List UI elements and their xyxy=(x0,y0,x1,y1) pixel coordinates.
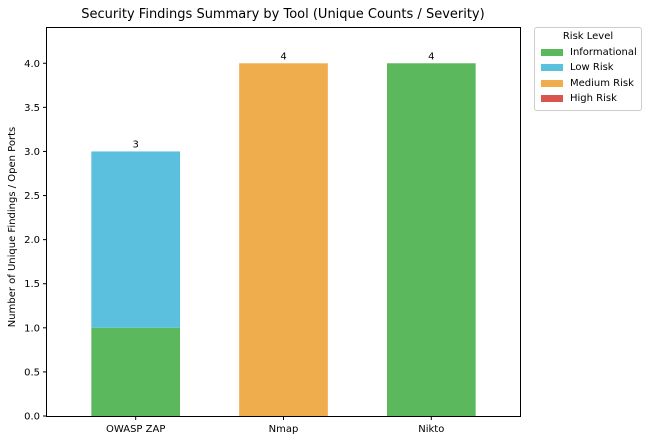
chart-title: Security Findings Summary by Tool (Uniqu… xyxy=(81,7,484,22)
y-tick-label: 1.5 xyxy=(24,279,40,290)
y-tick-label: 4.0 xyxy=(24,59,40,70)
legend-item: Medium Risk xyxy=(541,77,634,89)
bar-nmap-series-2 xyxy=(239,63,328,417)
legend-swatch xyxy=(541,79,563,87)
x-tick-label: Nikto xyxy=(418,424,444,435)
x-tick-label: Nmap xyxy=(269,424,299,435)
legend-swatch xyxy=(541,95,563,102)
total-labels: 3 4 4 xyxy=(133,51,435,150)
legend-label: Low Risk xyxy=(570,62,614,73)
legend-title: Risk Level xyxy=(562,31,614,42)
y-axis-label: Number of Unique Findings / Open Ports xyxy=(7,127,18,327)
y-tick-label: 2.5 xyxy=(24,191,40,202)
y-tick-label: 1.0 xyxy=(24,323,40,334)
bars-layer xyxy=(91,63,476,417)
y-tick-label: 2.0 xyxy=(24,235,40,246)
legend-swatch xyxy=(541,64,563,71)
y-tick-label: 0.0 xyxy=(24,412,40,423)
legend-label: Informational xyxy=(570,46,637,58)
y-tick-label: 3.5 xyxy=(24,103,40,114)
legend-label: Medium Risk xyxy=(570,77,634,89)
y-tick-label: 3.0 xyxy=(24,147,40,158)
y-tick-label: 0.5 xyxy=(24,367,40,378)
legend: Risk Level Informational Low Risk Medium R… xyxy=(534,27,642,111)
legend-item: Low Risk xyxy=(541,62,614,74)
bar-nikto-series-0 xyxy=(386,63,476,417)
legend-item: High Risk xyxy=(541,93,617,105)
bar-owasp-zap-series-0 xyxy=(91,327,181,416)
total-label: 3 xyxy=(133,139,139,150)
axis-ticks: OWASP ZAP Nmap Nikto 0.0 0.5 1.0 1.5 2.0 2.5 3.0 3… xyxy=(24,59,444,435)
legend-swatch xyxy=(541,48,563,56)
x-tick-label: OWASP ZAP xyxy=(106,424,165,435)
legend-label: High Risk xyxy=(570,93,617,104)
legend-item: Informational xyxy=(541,46,637,58)
bar-owasp-zap-series-1 xyxy=(91,151,181,328)
total-label: 4 xyxy=(280,51,286,62)
plot-frame xyxy=(46,27,521,417)
total-label: 4 xyxy=(428,51,434,62)
